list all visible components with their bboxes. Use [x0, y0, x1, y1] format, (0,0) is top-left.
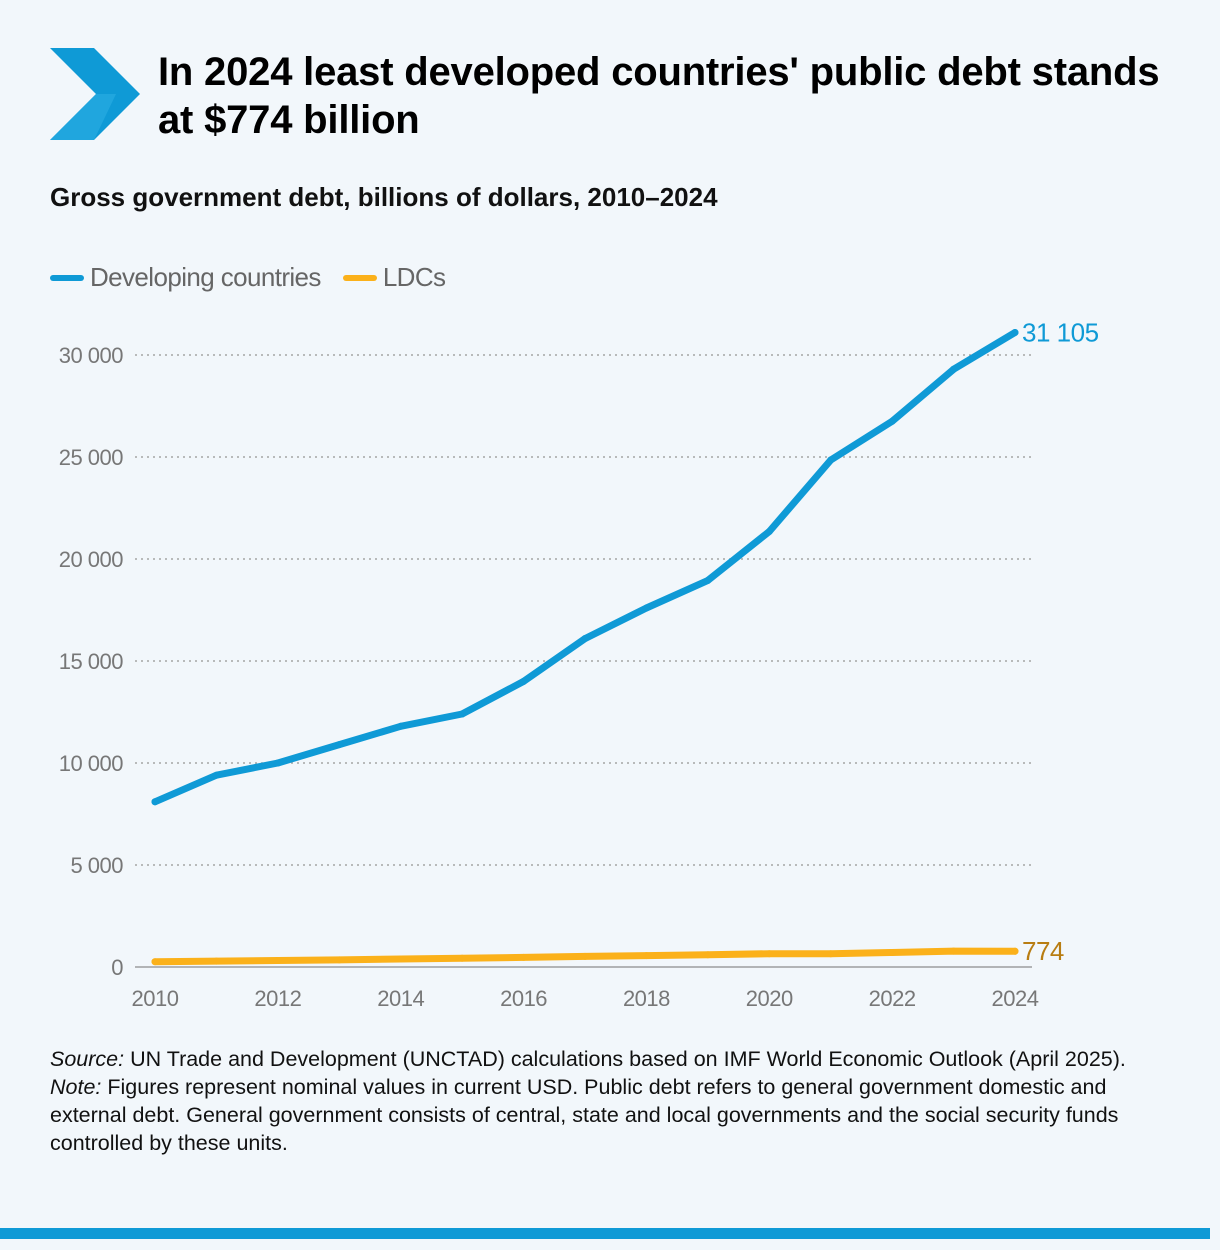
source-label: Source:: [50, 1047, 125, 1071]
data-point-developing: [520, 677, 528, 685]
y-tick-label: 5 000: [70, 853, 123, 878]
data-point-developing: [212, 771, 220, 779]
source-text: UN Trade and Development (UNCTAD) calcul…: [130, 1047, 1126, 1071]
y-tick-label: 10 000: [59, 751, 124, 776]
data-point-ldcs: [950, 947, 958, 955]
data-point-developing: [335, 741, 343, 749]
data-point-ldcs: [335, 956, 343, 964]
data-point-ldcs: [704, 951, 712, 959]
data-point-developing: [950, 365, 958, 373]
legend-label-ldcs: LDCs: [382, 262, 446, 292]
line-chart: 0 5 000 10 000 15 000 20 000 25 000 30 000 201…: [59, 317, 1099, 1011]
series: [151, 328, 1019, 966]
data-point-ldcs: [212, 957, 220, 965]
data-point-developing: [642, 604, 650, 612]
note: Note: Figures represent nominal values i…: [50, 1073, 1170, 1157]
y-tick-label: 15 000: [59, 649, 124, 674]
bottom-accent-bar: [0, 1228, 1210, 1239]
x-tick-label: 2010: [132, 986, 179, 1011]
data-point-developing: [274, 759, 282, 767]
chevron-logo-icon: [50, 48, 140, 140]
note-label: Note:: [50, 1075, 102, 1099]
y-axis: 0 5 000 10 000 15 000 20 000 25 000 30 000: [59, 343, 124, 980]
data-point-ldcs: [888, 949, 896, 957]
legend-item-ldcs: LDCs: [342, 262, 446, 293]
data-point-ldcs: [274, 956, 282, 964]
legend-label-developing: Developing countries: [90, 262, 321, 292]
data-point-developing: [581, 635, 589, 643]
legend-swatch-developing: [50, 274, 84, 281]
y-tick-label: 30 000: [59, 343, 124, 368]
data-point-developing: [1011, 328, 1019, 336]
data-point-developing: [458, 710, 466, 718]
data-point-developing: [827, 456, 835, 464]
data-point-ldcs: [642, 952, 650, 960]
data-point-ldcs: [397, 955, 405, 963]
data-point-ldcs: [520, 953, 528, 961]
x-tick-label: 2022: [869, 986, 916, 1011]
data-point-ldcs: [1011, 947, 1019, 955]
series-line-developing: [151, 329, 1019, 806]
end-label-ldcs: 774: [1022, 936, 1064, 966]
gridlines: [135, 354, 1032, 968]
data-point-developing: [397, 722, 405, 730]
chart-subtitle: Gross government debt, billions of dolla…: [50, 182, 718, 212]
data-point-ldcs: [827, 950, 835, 958]
end-label-developing: 31 105: [1022, 317, 1099, 347]
data-point-ldcs: [765, 950, 773, 958]
legend-swatch-ldcs: [342, 274, 377, 281]
data-point-developing: [765, 527, 773, 535]
x-tick-label: 2020: [746, 986, 793, 1011]
chart-legend: Developing countries LDCs: [50, 262, 467, 293]
x-tick-label: 2018: [623, 986, 670, 1011]
x-axis: 2010 2012 2014 2016 2018 2020 2022 2024: [132, 986, 1040, 1011]
x-tick-label: 2016: [500, 986, 547, 1011]
end-labels: 31 105 774: [1022, 317, 1099, 966]
x-tick-label: 2024: [992, 986, 1039, 1011]
y-tick-label: 25 000: [59, 445, 124, 470]
y-tick-label: 20 000: [59, 547, 124, 572]
y-tick-label: 0: [111, 955, 123, 980]
data-point-developing: [151, 798, 159, 806]
data-point-ldcs: [151, 958, 159, 966]
footer-notes: Source: UN Trade and Development (UNCTAD…: [50, 1045, 1170, 1157]
data-point-ldcs: [581, 952, 589, 960]
data-point-developing: [704, 576, 712, 584]
page-title: In 2024 least developed countries' publi…: [158, 50, 1160, 142]
data-point-developing: [888, 417, 896, 425]
legend-item-developing: Developing countries: [50, 262, 321, 293]
note-text: Figures represent nominal values in curr…: [50, 1075, 1119, 1155]
source-note: Source: UN Trade and Development (UNCTAD…: [50, 1045, 1170, 1073]
x-tick-label: 2012: [254, 986, 301, 1011]
data-point-ldcs: [458, 954, 466, 962]
x-tick-label: 2014: [377, 986, 424, 1011]
